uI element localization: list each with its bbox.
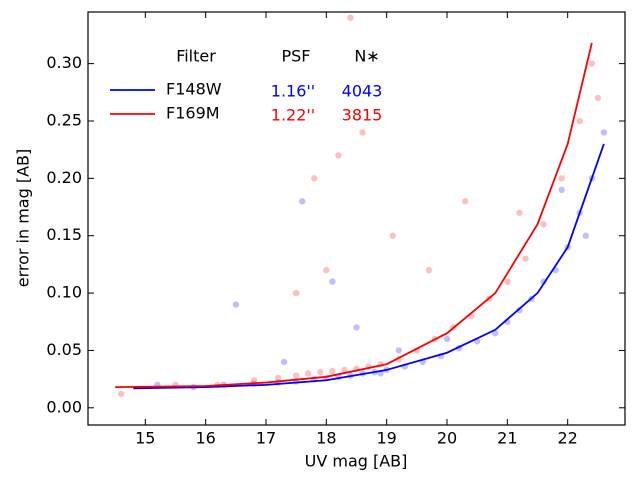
scatter-point <box>359 129 366 136</box>
scatter-point <box>425 266 433 274</box>
scatter-point <box>335 152 342 159</box>
legend-header: N∗ <box>354 47 379 66</box>
scatter-point <box>117 390 125 398</box>
scatter-point <box>353 324 360 331</box>
scatter-point <box>582 232 589 239</box>
scatter-point <box>588 60 596 67</box>
x-axis-label: UV mag [AB] <box>305 452 408 471</box>
scatter-point <box>323 266 330 274</box>
scatter-point <box>594 94 602 102</box>
x-tick-label: 15 <box>135 429 155 448</box>
scatter-point <box>250 377 258 384</box>
trend-line <box>133 143 605 390</box>
scatter-point <box>232 301 240 308</box>
legend-header: PSF <box>281 47 310 66</box>
legend-header: Filter <box>176 47 216 66</box>
scatter-point <box>516 209 523 216</box>
x-tick-label: 16 <box>195 429 215 448</box>
scatter-point <box>311 175 318 182</box>
scatter-point <box>389 232 396 239</box>
scatter-point <box>317 369 324 376</box>
y-tick-label: 0.30 <box>46 53 82 72</box>
scatter-point <box>347 14 354 21</box>
scatter-point <box>292 372 300 379</box>
legend-count: 3815 <box>342 106 383 125</box>
legend-label: F148W <box>166 80 222 99</box>
x-tick-label: 19 <box>376 429 396 448</box>
y-tick-label: 0.20 <box>46 168 82 187</box>
x-tick-label: 18 <box>316 429 336 448</box>
scatter-point <box>341 366 348 374</box>
y-tick-label: 0.25 <box>46 110 82 129</box>
x-tick-label: 17 <box>256 429 276 448</box>
scatter-point <box>558 186 565 194</box>
y-axis-label: error in mag [AB] <box>14 149 33 288</box>
legend-psf: 1.22'' <box>271 106 315 125</box>
plot-frame <box>87 11 626 426</box>
scatter-point <box>395 347 402 354</box>
x-tick-label: 20 <box>437 429 457 448</box>
scatter-point <box>461 198 469 205</box>
x-tick-label: 21 <box>497 429 517 448</box>
scatter-point <box>329 367 336 375</box>
x-tick-label: 22 <box>558 429 578 448</box>
legend-count: 4043 <box>342 82 383 101</box>
y-tick-label: 0.00 <box>46 397 82 416</box>
y-tick-label: 0.05 <box>46 340 82 359</box>
scatter-point <box>522 255 529 262</box>
scatter-point <box>274 374 282 382</box>
y-tick-label: 0.15 <box>46 225 82 244</box>
scatter-point <box>540 221 547 228</box>
scatter-point <box>298 198 306 205</box>
scatter-point <box>558 175 565 182</box>
scatter-point <box>280 358 288 366</box>
scatter-point <box>504 278 511 285</box>
legend-label: F169M <box>166 104 220 123</box>
scatter-point <box>443 335 451 343</box>
scatter-point <box>292 289 300 297</box>
scatter-point <box>492 330 499 337</box>
scatter-point <box>576 117 583 125</box>
trend-line <box>115 42 593 389</box>
legend-psf: 1.16'' <box>271 82 315 101</box>
y-tick-label: 0.10 <box>46 283 82 302</box>
scatter-point <box>329 278 336 285</box>
scatter-point <box>516 307 523 314</box>
scatter-point <box>305 370 312 377</box>
scatter-point <box>600 129 608 136</box>
